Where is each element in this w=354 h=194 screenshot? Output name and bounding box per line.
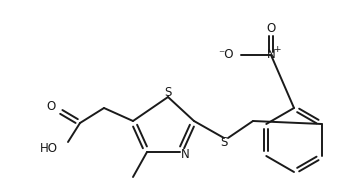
Text: N: N [267,48,275,61]
Text: ⁻O: ⁻O [218,48,234,61]
Text: S: S [220,135,228,148]
Text: O: O [46,100,56,113]
Text: +: + [273,44,281,54]
Text: N: N [181,148,189,161]
Text: S: S [164,86,172,99]
Text: O: O [266,22,276,35]
Text: HO: HO [40,141,58,154]
